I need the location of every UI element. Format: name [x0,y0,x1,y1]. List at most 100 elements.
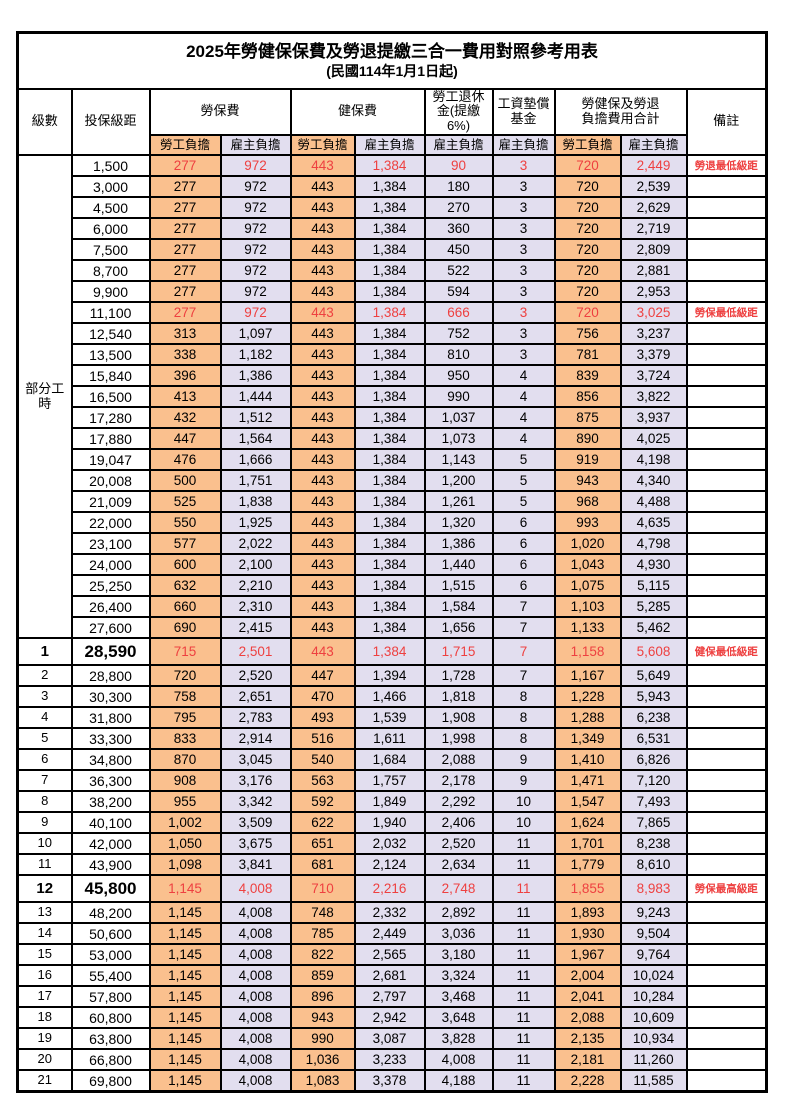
cell-wage-fund-employer: 11 [491,901,556,925]
cell-health-employer: 1,384 [353,511,426,535]
cell-health-employer: 2,216 [353,874,426,904]
cell-pension-employer: 180 [423,175,494,199]
bracket-cell: 53,000 [70,943,151,967]
cell-health-employer: 1,539 [353,706,426,730]
cell-health-worker: 443 [289,343,356,367]
cell-wage-fund-employer: 6 [491,553,556,577]
cell-health-worker: 493 [289,706,356,730]
cell-health-worker: 622 [289,811,356,835]
subheader-pension-employer: 雇主負擔 [423,134,494,157]
table-row: 9,900 277 972 443 1,384 594 3 720 2,953 [18,280,768,304]
cell-labor-worker: 277 [148,238,222,262]
bracket-cell: 50,600 [70,922,151,946]
cell-total-worker: 1,349 [553,727,622,751]
cell-health-employer: 2,797 [353,985,426,1009]
cell-health-employer: 2,942 [353,1006,426,1030]
cell-total-worker: 2,228 [553,1069,622,1093]
cell-health-employer: 1,940 [353,811,426,835]
cell-wage-fund-employer: 3 [491,280,556,304]
cell-labor-worker: 277 [148,259,222,283]
cell-pension-employer: 270 [423,196,494,220]
cell-health-worker: 443 [289,637,356,667]
level-cell: 18 [16,1006,73,1030]
cell-labor-worker: 1,145 [148,985,222,1009]
cell-wage-fund-employer: 11 [491,922,556,946]
remark-cell [685,1006,768,1030]
cell-health-employer: 2,565 [353,943,426,967]
cell-health-employer: 1,384 [353,154,426,178]
cell-labor-employer: 2,651 [219,685,292,709]
cell-labor-employer: 1,386 [219,364,292,388]
cell-labor-worker: 277 [148,175,222,199]
table-row: 23,100 577 2,022 443 1,384 1,386 6 1,020 4,798 [18,532,768,556]
cell-labor-employer: 2,415 [219,616,292,640]
cell-labor-worker: 277 [148,280,222,304]
cell-wage-fund-employer: 11 [491,1069,556,1093]
cell-total-worker: 1,228 [553,685,622,709]
cell-health-worker: 443 [289,406,356,430]
cell-total-employer: 3,822 [619,385,688,409]
cell-total-employer: 2,629 [619,196,688,220]
table-row: 6 34,800 870 3,045 540 1,684 2,088 9 1,410 6,826 [16,748,768,772]
cell-labor-worker: 1,050 [148,832,222,856]
cell-total-worker: 1,043 [553,553,622,577]
cell-labor-employer: 1,838 [219,490,292,514]
cell-wage-fund-employer: 11 [491,853,556,877]
remark-cell [685,922,768,946]
table-row: 8 38,200 955 3,342 592 1,849 2,292 10 1,547 7,493 [16,790,768,814]
cell-wage-fund-employer: 11 [491,832,556,856]
cell-total-worker: 1,779 [553,853,622,877]
remark-cell [685,964,768,988]
cell-pension-employer: 2,178 [423,769,494,793]
cell-total-worker: 1,471 [553,769,622,793]
cell-labor-worker: 1,002 [148,811,222,835]
level-cell: 21 [16,1069,73,1093]
cell-labor-worker: 1,145 [148,1069,222,1093]
bracket-cell: 33,300 [70,727,151,751]
cell-health-worker: 443 [289,595,356,619]
cell-pension-employer: 2,748 [423,874,494,904]
cell-pension-employer: 1,908 [423,706,494,730]
table-row: 2 28,800 720 2,520 447 1,394 1,728 7 1,167 5,649 [16,664,768,688]
cell-total-worker: 1,624 [553,811,622,835]
cell-health-employer: 1,384 [353,532,426,556]
cell-total-employer: 3,724 [619,364,688,388]
cell-wage-fund-employer: 3 [491,196,556,220]
remark-cell [685,748,768,772]
cell-wage-fund-employer: 9 [491,748,556,772]
bracket-cell: 42,000 [70,832,151,856]
subheader-total-worker: 勞工負擔 [553,134,622,157]
bracket-cell: 15,840 [70,364,151,388]
cell-labor-employer: 2,310 [219,595,292,619]
cell-wage-fund-employer: 10 [491,811,556,835]
cell-health-employer: 1,384 [353,448,426,472]
cell-total-employer: 6,826 [619,748,688,772]
cell-labor-worker: 313 [148,322,222,346]
cell-health-worker: 443 [289,448,356,472]
table-row: 17,880 447 1,564 443 1,384 1,073 4 890 4,025 [18,427,768,451]
cell-total-worker: 1,288 [553,706,622,730]
table-row: 13 48,200 1,145 4,008 748 2,332 2,892 11 1,893 9,… [16,901,768,925]
level-cell: 7 [16,769,73,793]
cell-health-worker: 443 [289,154,356,178]
bracket-cell: 16,500 [70,385,151,409]
table-row: 17 57,800 1,145 4,008 896 2,797 3,468 11 2,041 10… [16,985,768,1009]
cell-health-employer: 1,384 [353,427,426,451]
cell-total-worker: 2,181 [553,1048,622,1072]
cell-total-employer: 9,764 [619,943,688,967]
cell-total-worker: 1,930 [553,922,622,946]
cell-total-employer: 2,449 [619,154,688,178]
cell-wage-fund-employer: 8 [491,706,556,730]
cell-total-employer: 4,635 [619,511,688,535]
bracket-cell: 60,800 [70,1006,151,1030]
cell-health-employer: 1,384 [353,637,426,667]
cell-labor-worker: 1,145 [148,1048,222,1072]
cell-total-worker: 1,701 [553,832,622,856]
cell-total-employer: 8,238 [619,832,688,856]
cell-labor-worker: 1,145 [148,1027,222,1051]
cell-pension-employer: 1,386 [423,532,494,556]
remark-cell [685,1027,768,1051]
cell-health-worker: 710 [289,874,356,904]
cell-health-worker: 470 [289,685,356,709]
cell-labor-worker: 720 [148,664,222,688]
